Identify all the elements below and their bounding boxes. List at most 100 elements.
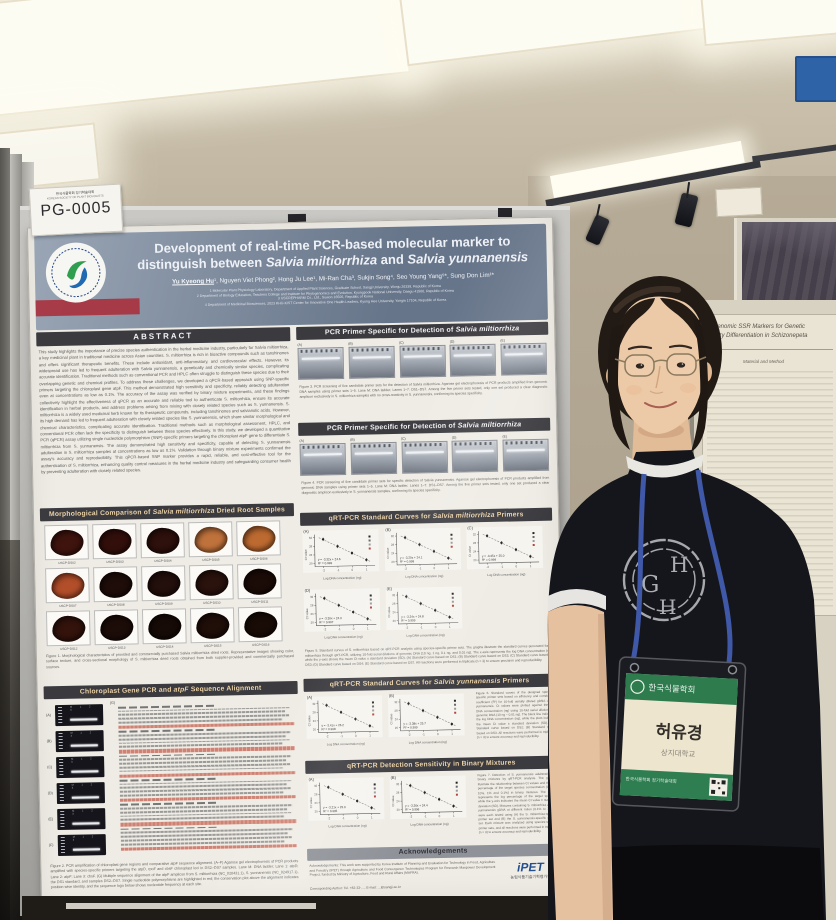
svg-text:y = -3.30x + 24.3: y = -3.30x + 24.3 [319,616,342,620]
standard-curves-yunnanensis: (A) -2 -1 0 1 20 24 28 32 Ct value y = -3.41x + 26… [305,691,474,757]
dried-root [147,612,182,640]
svg-text:Ct value: Ct value [307,715,311,726]
svg-text:0: 0 [355,734,357,738]
svg-text:32: 32 [396,782,400,786]
svg-text:0: 0 [439,814,441,818]
svg-text:32: 32 [394,700,398,704]
root-sample-photo [189,564,234,601]
svg-text:1: 1 [449,625,451,629]
poster-header: Development of real-time PCR-based molec… [34,223,548,331]
svg-text:0: 0 [351,568,353,572]
mini-plot: (A) -2 -1 0 1 20 24 28 32 Ct value y = -3.21x + 23… [307,777,387,841]
svg-text:Ct value: Ct value [309,797,313,808]
gel-image [348,345,395,379]
root-sample-photo [140,522,185,559]
svg-text:0: 0 [433,566,435,570]
dried-root [241,524,276,552]
svg-text:28: 28 [392,602,396,606]
mouth [644,401,677,409]
svg-text:1: 1 [371,815,373,819]
svg-text:R² = 0.999: R² = 0.999 [401,618,416,622]
standard-curve-plot: -2 -1 0 1 20 24 28 32 Ct value y = -3.41x + 26.2R… [305,695,383,739]
svg-text:28: 28 [473,541,477,545]
mini-plot: (E) -2 -1 0 1 20 24 28 32 Ct value y = -3.34x + 24… [385,586,465,644]
svg-text:0: 0 [515,564,517,568]
alignment-block [119,752,296,778]
svg-text:R² = 0.999: R² = 0.999 [482,558,497,562]
sample-label: USCP-DS09 [155,601,173,606]
svg-text:-2: -2 [406,626,409,630]
figure2-caption: Figure 2. PCR amplification of chloropla… [50,859,299,890]
plot-letter: (D) [304,587,311,593]
poster-left-column: ABSTRACT This study highlights the impor… [36,327,302,900]
pcr-gel-panel: (B) [350,437,398,475]
svg-text:32: 32 [392,593,396,597]
svg-text:y = -3.21x + 23.9: y = -3.21x + 23.9 [323,805,346,809]
dried-root [99,613,134,641]
root-sample: USCP-DS13 [92,609,141,650]
neighbor-section-label: Material and Method [743,359,785,364]
pcr-gel-panel: (A) [297,342,345,380]
root-sample: USCP-DS14 [140,608,189,649]
sample-label: USCP-DS14 [156,644,174,649]
svg-text:R² = 0.998: R² = 0.998 [400,559,415,563]
gel-image [297,346,345,380]
root-sample: USCP-DS03 [90,523,139,564]
root-sample-photo [93,609,139,646]
gel-panel: (F) M 1 2 3 [49,831,110,858]
svg-text:28: 28 [396,791,400,795]
svg-text:-2: -2 [328,816,331,820]
x-axis-label: Log DNA concentration (ng) [326,741,365,747]
standard-curve-plot: -2 -1 0 1 20 24 28 32 Ct value y = -3.32x + 24.6R… [302,529,380,573]
svg-text:-1: -1 [337,568,340,572]
society-logo [45,242,106,303]
svg-text:R² = 0.998: R² = 0.998 [321,727,336,731]
nose [655,365,661,389]
svg-text:y = -3.41x + 26.2: y = -3.41x + 26.2 [321,723,344,727]
gel-panel: (A) M 1 2 3 [46,701,107,728]
panel-letter: (D) [47,791,53,796]
divider [705,349,833,350]
root-sample-photo [141,565,186,602]
arm [548,605,613,920]
x-axis-label: Log DNA concentration (ng) [328,823,367,829]
alignment-block [120,825,297,851]
svg-text:24: 24 [310,612,314,616]
alignment-block [118,727,295,754]
pcr-gel-panel: (D) [452,435,500,473]
cheek-blush [680,383,696,393]
standard-curve-plot: -2 -1 0 1 20 24 28 32 Ct value y = -3.29x + 24.1R… [384,527,462,572]
hair-side [607,324,630,450]
root-sample: USCP-DS06 [234,520,283,561]
glasses [614,353,707,377]
gel-panel: (B) M 1 2 3 [46,727,107,754]
svg-text:28: 28 [314,792,318,796]
standard-curve-plot: -2 -1 0 1 20 24 28 32 Ct value y = -3.38x + 25.7R… [387,693,465,738]
root-sample: USCP-DS12 [44,610,93,651]
sample-label: USCP-DS15 [204,643,222,648]
svg-text:24: 24 [395,717,399,721]
neighbor-code-card [715,186,763,218]
sample-label: USCP-DS05 [202,557,220,562]
gel-image: M 1 2 3 [57,833,107,856]
pcr-gel-row: (A) (B) (C) (D) (E) [297,338,548,380]
pcr-miltiorrhiza-header: PCR Primer Specific for Detection of Sal… [296,321,549,340]
monogram-letter: H [670,553,688,577]
pcr-gel-row: (A) (B) (C) (D) (E) [299,434,550,476]
gel-panel: (D) M 1 2 3 [48,779,109,806]
svg-text:-2: -2 [322,568,325,572]
cheek-blush [626,385,642,395]
lane-labels: M 1 2 3 [70,730,95,738]
lane-labels: M 1 2 3 [72,808,97,816]
root-sample-photo [45,567,90,604]
binder-clip [498,208,512,217]
svg-text:1: 1 [530,564,532,568]
svg-text:28: 28 [309,544,313,548]
root-sample: USCP-DS02 [42,524,91,565]
svg-text:Ct value: Ct value [389,713,393,724]
wall-sign [795,56,836,102]
dried-root [146,569,181,597]
svg-text:32: 32 [312,702,316,706]
badge-header [624,673,739,705]
qpcr-yunnanensis-header: qRT-PCR Standard Curves for Salvia yunna… [303,673,556,692]
